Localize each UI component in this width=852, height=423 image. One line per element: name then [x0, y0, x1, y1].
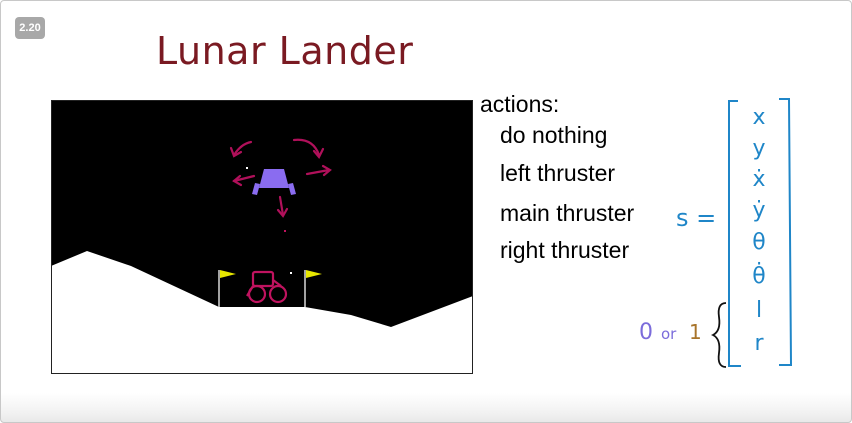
lunar-lander-scene	[51, 100, 473, 374]
right-arrow	[305, 168, 331, 176]
left-flag	[220, 270, 236, 278]
state-lhs: s =	[676, 204, 716, 232]
state-r: r	[754, 331, 764, 356]
scene-border	[51, 100, 473, 374]
binary-or: or	[661, 325, 677, 343]
state-x-dot: ẋ	[752, 167, 765, 192]
rotate-left-arrow	[232, 140, 253, 157]
actions-heading: actions:	[480, 91, 560, 117]
action-arrows	[229, 138, 332, 218]
action-left-thruster: left thruster	[500, 160, 616, 186]
state-components: x y ẋ ẏ θ θ̇ l r	[752, 105, 765, 356]
down-arrow	[278, 195, 285, 217]
slide-timestamp-badge: 2.20	[15, 17, 45, 39]
left-arrow	[232, 174, 256, 183]
state-y-dot: ẏ	[752, 198, 765, 223]
landed-lander-sketch	[246, 270, 288, 304]
state-x: x	[752, 105, 765, 130]
action-do-nothing: do nothing	[500, 122, 608, 148]
binary-zero: 0	[639, 320, 653, 345]
state-y: y	[752, 136, 765, 161]
curly-brace	[710, 302, 727, 368]
lander-ship	[246, 167, 296, 274]
slide-title: Lunar Lander	[156, 29, 414, 73]
right-bracket	[779, 98, 793, 366]
state-vector-annotation: s = x y ẋ ẏ θ θ̇ l r 0 or 1	[639, 98, 793, 368]
lunar-terrain	[51, 251, 473, 374]
action-main-thruster: main thruster	[500, 200, 635, 226]
binary-one: 1	[689, 320, 702, 344]
state-l: l	[756, 298, 762, 323]
rotate-right-arrow	[292, 138, 321, 157]
action-right-thruster: right thruster	[500, 237, 630, 263]
state-theta-dot: θ̇	[752, 262, 765, 289]
left-bracket	[728, 100, 741, 367]
right-flag	[306, 270, 322, 278]
state-theta: θ	[752, 230, 765, 255]
